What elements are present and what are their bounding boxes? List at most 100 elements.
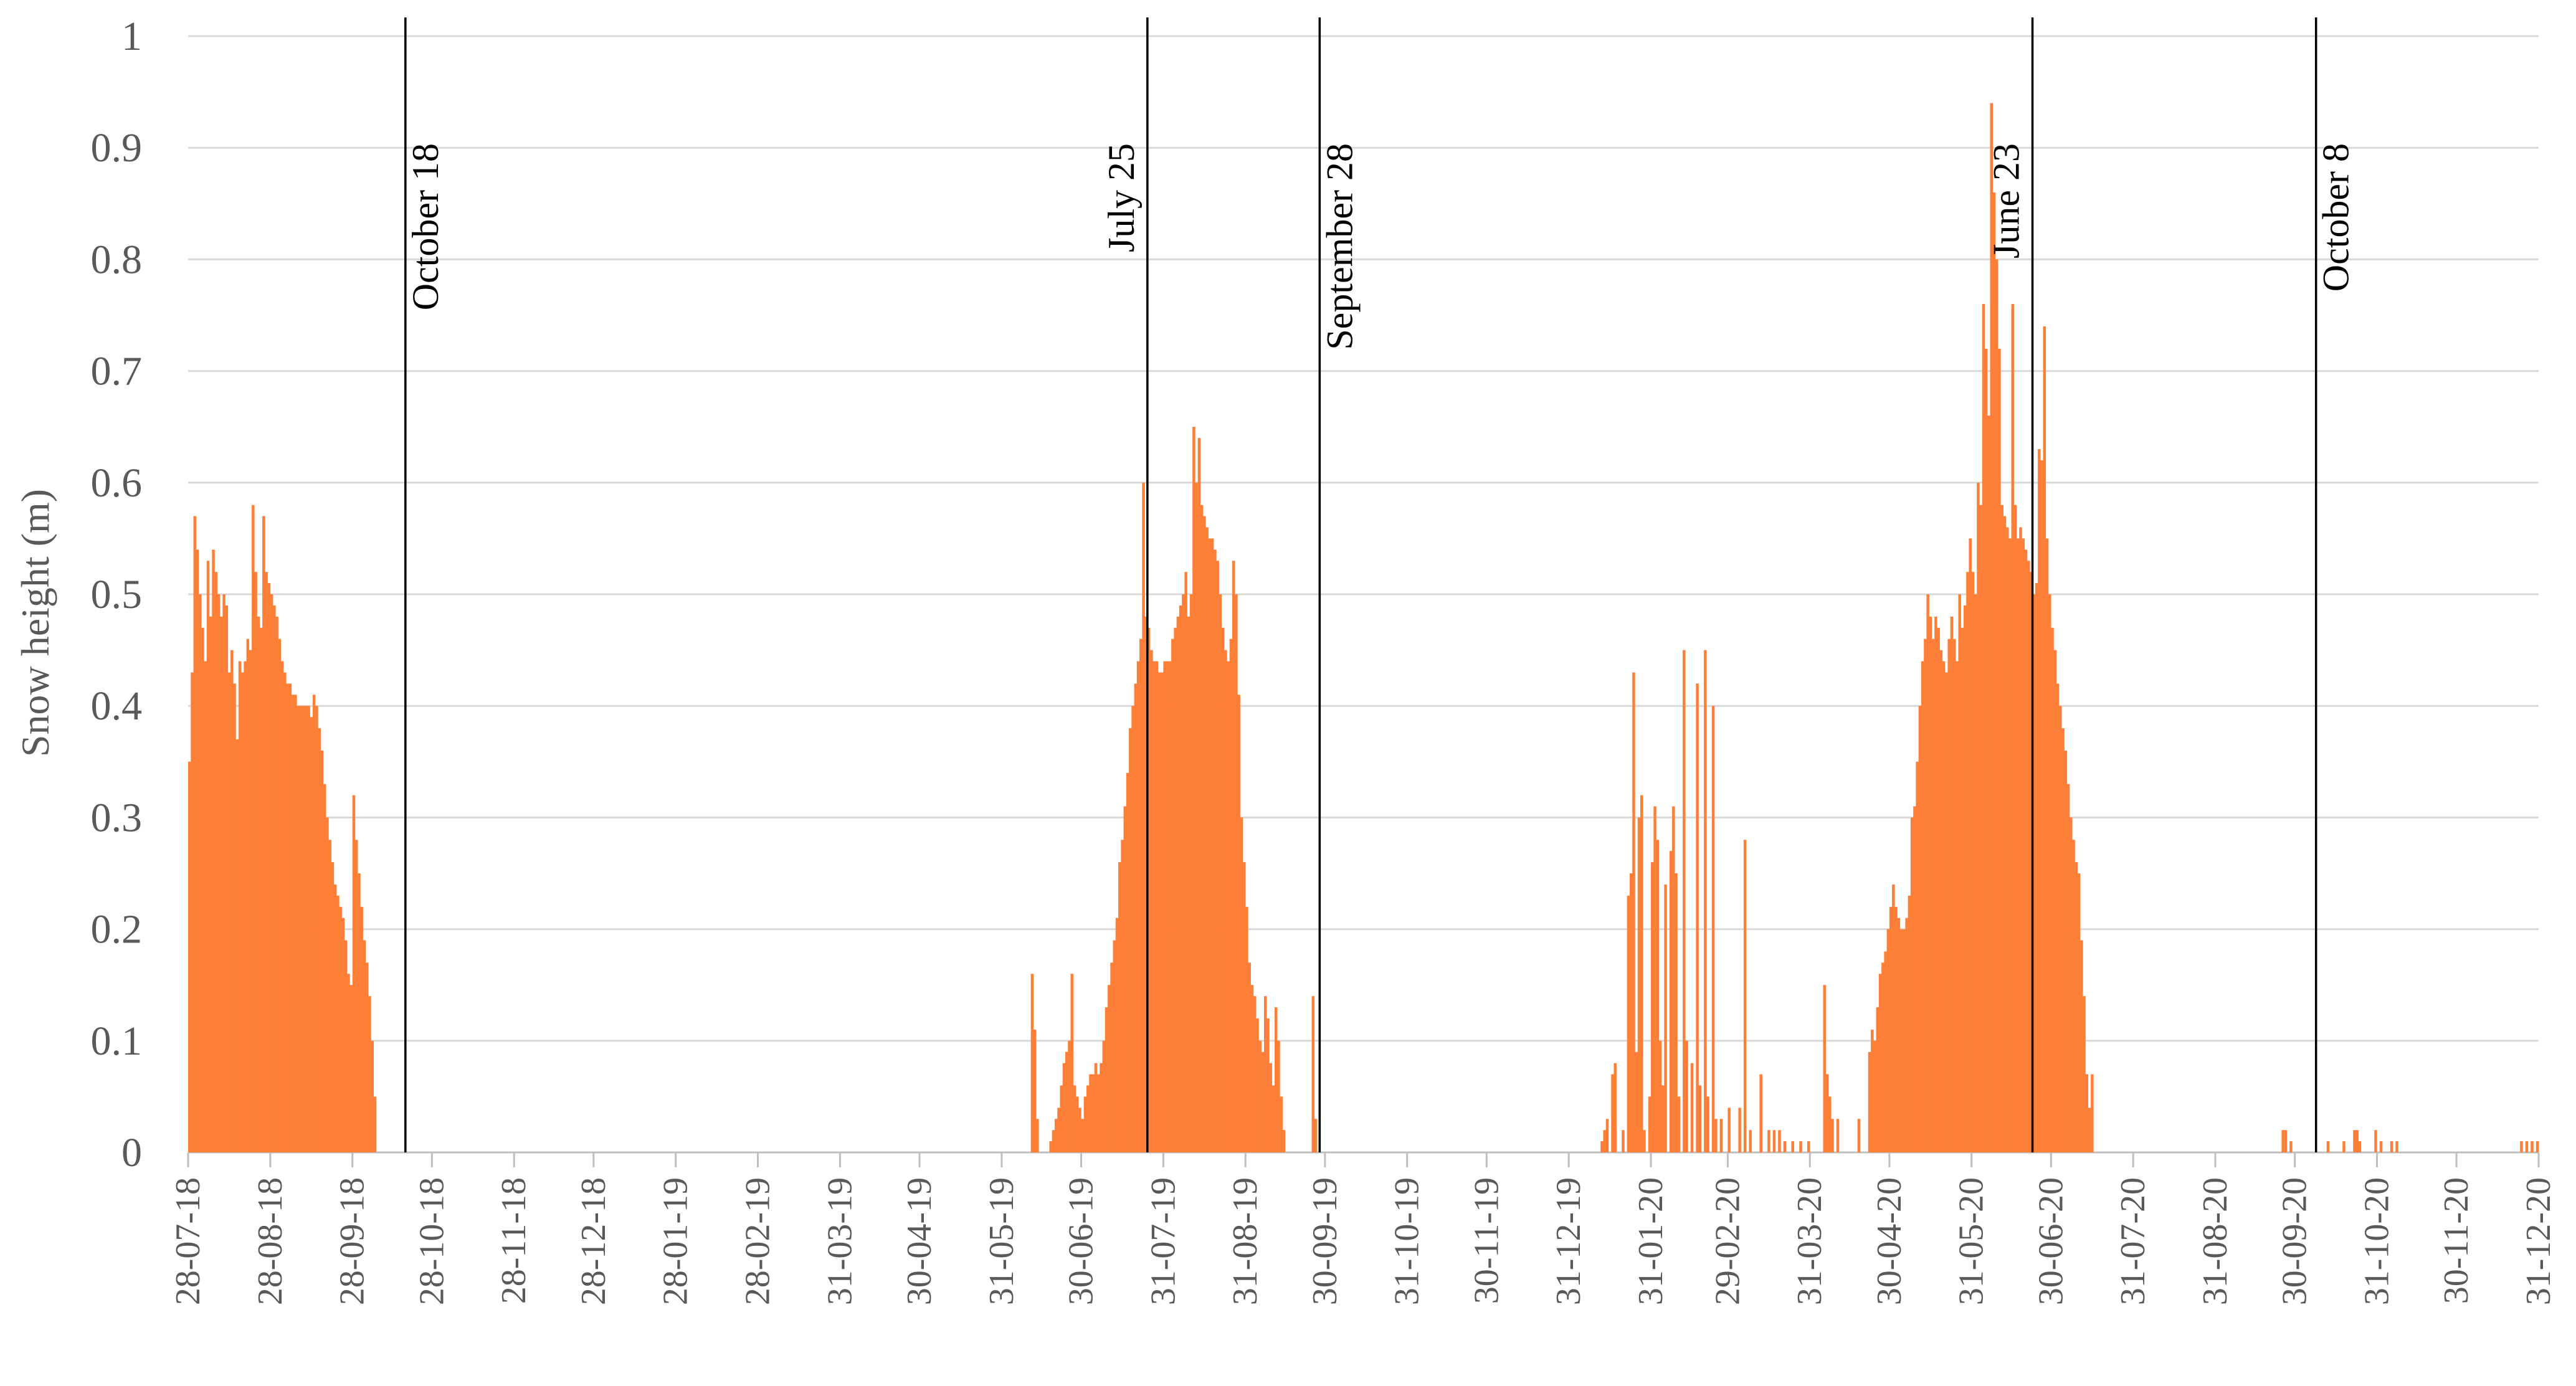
snow-bar [1110,962,1113,1152]
snow-bar [1600,1141,1604,1152]
x-tick-label: 31-08-20 [2196,1177,2235,1305]
snow-bar [1908,895,1911,1152]
x-tick-label: 31-03-19 [820,1177,859,1305]
snow-bar [1881,962,1884,1152]
snow-bar [1664,884,1667,1152]
snow-bar [1179,605,1182,1152]
snow-bar [1979,505,1982,1152]
x-tick-label: 30-06-19 [1062,1177,1101,1305]
x-tick-label: 31-10-19 [1388,1177,1427,1305]
snow-bar [1054,1119,1058,1152]
x-tick-label: 30-06-20 [2032,1177,2070,1305]
snow-bar [204,661,207,1152]
gridlines [188,35,2539,1154]
x-tick-label: 28-09-18 [333,1177,372,1305]
snow-bar [1216,561,1219,1152]
y-tick-label: 0 [121,1130,142,1175]
snow-bar [1253,996,1257,1152]
snow-bar [1086,1085,1090,1152]
snow-bar [1977,482,1980,1152]
snow-bar [267,583,271,1152]
snow-bar [1876,1007,1880,1152]
event-label: October 8 [2316,143,2357,292]
snow-bar [1648,1096,1652,1152]
snow-bar [1987,415,1990,1152]
snow-bar [1275,1007,1278,1152]
snow-bar [1995,259,1999,1152]
snow-bar [371,1040,374,1152]
snow-bar [1248,962,1251,1152]
snow-bar [358,873,361,1152]
snow-bar [1147,627,1151,1152]
snow-bar [2027,561,2030,1152]
snow-bar [1675,873,1678,1152]
snow-bar [1759,1074,1762,1152]
snow-bar [1828,1096,1832,1152]
snow-bar [1696,683,1699,1152]
snow-bar [244,661,247,1152]
snow-bar [2083,996,2086,1152]
x-tick-label: 28-07-18 [169,1177,207,1305]
snow-bar [241,672,244,1152]
snow-bar [1831,1119,1834,1152]
snow-bar [1214,549,1217,1152]
snow-bar [1102,1040,1105,1152]
snow-bar [1738,1108,1741,1152]
snow-bar [1227,661,1230,1152]
snow-bar [349,985,353,1152]
snow-bar [339,906,342,1152]
snow-bar [1311,996,1315,1152]
snow-bar [336,895,340,1152]
snow-bar [1899,929,1903,1152]
snow-bar [1150,650,1153,1152]
snow-bar [1706,1096,1709,1152]
snow-bar [366,962,369,1152]
snow-bar [222,594,226,1152]
snow-bar [1711,706,1715,1152]
snow-bar [1089,1074,1092,1152]
y-tick-label: 0.1 [91,1018,143,1064]
snow-bar [225,605,229,1152]
snow-bar [196,549,199,1152]
snow-bar [1263,996,1267,1152]
y-tick-label: 0.6 [91,460,143,506]
snow-bar [1187,616,1191,1152]
snow-bar [2342,1141,2345,1152]
snow-bar [1629,873,1633,1152]
snow-bar [249,650,252,1152]
snow-bar [2038,449,2041,1152]
snow-bar [1992,192,1996,1152]
x-tick-label: 29-02-20 [1708,1177,1747,1305]
snow-bar [2048,594,2051,1152]
snow-bar [1945,672,1948,1152]
snow-bar [212,549,215,1152]
snow-bar [2059,706,2062,1152]
snow-bar [214,572,218,1152]
x-tick-label: 31-05-19 [982,1177,1021,1305]
snow-bar [1924,638,1927,1152]
snow-bar [333,884,337,1152]
snow-bar [1658,1040,1662,1152]
snow-bar [1931,638,1935,1152]
snow-bar [1947,638,1951,1152]
x-tick-label: 31-12-20 [2519,1177,2558,1305]
snow-bar [1857,1119,1861,1152]
snow-bar [1134,683,1138,1152]
snow-bar [259,627,263,1152]
snow-bar [288,683,292,1152]
snow-bar [312,695,316,1152]
snow-bar [1118,862,1121,1152]
snow-bar [1033,1029,1037,1152]
snow-bar [1961,627,1964,1152]
snow-bar [1208,538,1212,1152]
snow-bar [2011,304,2014,1153]
snow-bar [1219,594,1222,1152]
snow-bar [326,817,329,1152]
snow-bar [1068,1040,1071,1152]
snow-bar [299,706,303,1152]
snow-bar [2022,538,2025,1152]
y-tick-label: 0.7 [91,349,143,394]
snow-bar [1115,918,1119,1152]
snow-bar [2072,840,2075,1152]
snow-bar [1277,1040,1280,1152]
